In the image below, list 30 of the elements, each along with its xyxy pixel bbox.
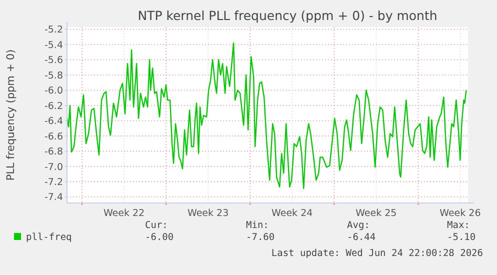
text: -5.10 [447, 232, 476, 243]
y-tick-label: -5.4 [44, 40, 63, 51]
y-tick-label: -6.0 [44, 86, 63, 97]
x-tick-label: Week 22 [103, 208, 145, 219]
chart-title: NTP kernel PLL frequency (ppm + 0) - by month [138, 8, 438, 23]
text: Avg: [347, 220, 370, 231]
y-tick-label: -7.0 [44, 162, 63, 173]
text: -7.60 [246, 232, 275, 243]
line-series [66, 42, 467, 190]
y-tick-label: -6.6 [44, 131, 63, 142]
text: Last update: Wed Jun 24 22:00:28 2026 [271, 248, 484, 259]
legend-label: pll-freq [26, 232, 72, 243]
y-tick-label: -7.2 [44, 176, 63, 188]
y-axis-title: PLL frequency (ppm + 0) [5, 49, 17, 181]
text: Min: [246, 220, 269, 231]
y-tick-label: -6.8 [44, 146, 63, 158]
x-tick-label: Week 23 [188, 208, 229, 219]
y-tick-label: -6.4 [44, 116, 63, 128]
text: -6.44 [347, 232, 376, 243]
y-tick-label: -5.8 [44, 70, 63, 82]
text: Cur: [145, 220, 168, 231]
y-tick-label: -7.4 [44, 192, 63, 204]
x-tick-label: Week 24 [272, 208, 313, 219]
y-tick-label: -5.2 [44, 24, 63, 36]
text: Max: [447, 220, 470, 231]
x-tick-label: Week 26 [440, 208, 481, 219]
text: -6.00 [145, 232, 174, 243]
y-tick-label: -5.6 [44, 55, 63, 66]
y-tick-label: -6.2 [44, 100, 63, 112]
x-tick-label: Week 25 [356, 208, 397, 219]
